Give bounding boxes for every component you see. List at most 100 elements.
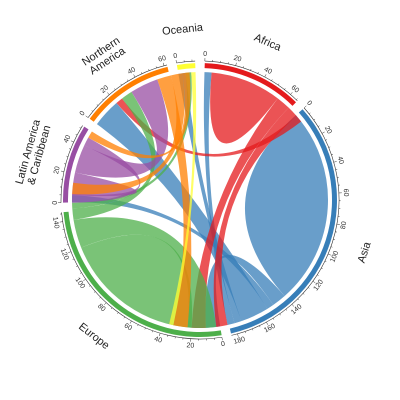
chord-asia-to-northern-america (96, 103, 268, 322)
tick-mark (321, 131, 325, 134)
tick-mark (123, 316, 125, 319)
tick-label: 20 (323, 125, 333, 135)
tick-label: 60 (158, 55, 167, 64)
tick-mark (69, 148, 71, 150)
tick-mark (317, 125, 320, 127)
tick-label: 100 (329, 250, 340, 264)
chord-ribbons (72, 72, 329, 328)
tick-label: 60 (342, 189, 349, 197)
tick-label: 20 (186, 342, 194, 350)
chord-africa-to-asia (213, 107, 297, 327)
axis-northern-america (87, 64, 168, 118)
label-northern-america: NorthernAmerica (80, 35, 129, 78)
tick-label: 80 (96, 303, 107, 313)
tick-label: 140 (290, 303, 303, 316)
tick-mark (336, 223, 340, 225)
tick-label: 60 (123, 322, 133, 332)
label-asia: Asia (356, 240, 374, 265)
tick-mark (117, 312, 119, 314)
sector-oceania (176, 63, 196, 70)
tick-mark (91, 110, 94, 112)
tick-mark (330, 246, 333, 248)
tick-mark (79, 272, 82, 274)
tick-label: 0 (173, 53, 178, 61)
tick-label: 0 (79, 110, 87, 117)
chord-latin-america-caribbean-to-northern-america (74, 79, 169, 178)
tick-label: 80 (340, 221, 348, 230)
tick-mark (68, 251, 72, 254)
chord-europe-to-europe (81, 234, 193, 328)
tick-mark (271, 79, 273, 81)
tick-mark (96, 104, 99, 106)
tick-mark (129, 320, 132, 324)
tick-mark (284, 88, 286, 90)
tick-mark (114, 88, 116, 90)
label-latin-america-caribbean: Latin America& Caribbean (14, 117, 55, 188)
tick-label: 180 (233, 336, 246, 346)
chord-europe-to-asia (73, 217, 217, 328)
tick-mark (148, 69, 150, 71)
tick-mark (70, 140, 74, 143)
tick-mark (237, 333, 239, 337)
tick-label: 60 (290, 84, 301, 94)
tick-mark (88, 285, 91, 287)
tick-mark (144, 327, 146, 330)
tick-mark (257, 71, 259, 74)
tick-mark (235, 62, 237, 66)
tick-label: 20 (233, 55, 242, 64)
tick-mark (296, 98, 298, 100)
tick-mark (328, 146, 331, 148)
tick-label: 120 (59, 248, 70, 262)
tick-label: 0 (50, 201, 57, 205)
chord-northern-america-to-europe (72, 73, 185, 195)
region-sectors: 0 20 40 60 0 20 40 60 80 100 120 140 160 180 0 20 40 60 80… (50, 51, 349, 350)
tick-label: 40 (127, 66, 137, 76)
tick-mark (175, 59, 177, 64)
tick-mark (93, 291, 96, 293)
chord-africa-to-africa (210, 72, 278, 144)
tick-mark (120, 83, 122, 86)
tick-mark (312, 280, 316, 284)
tick-label: 160 (263, 323, 277, 335)
tick-mark (321, 267, 323, 269)
sector-latin-america-caribbean (62, 126, 89, 203)
tick-mark (324, 260, 327, 263)
tick-mark (279, 313, 281, 316)
tick-label: 40 (336, 156, 345, 165)
tick-mark (264, 74, 267, 78)
chord-latin-america-caribbean-to-europe (72, 137, 141, 203)
tick-mark (302, 293, 305, 295)
label-europe: Europe (76, 321, 111, 352)
tick-mark (102, 98, 104, 101)
tick-mark (252, 328, 254, 331)
tick-mark (110, 307, 113, 310)
tick-mark (137, 324, 139, 327)
tick-mark (250, 68, 252, 71)
tick-mark (277, 83, 280, 86)
tick-label: 0 (305, 100, 313, 108)
tick-mark (79, 127, 82, 129)
tick-mark (297, 298, 299, 301)
tick-label: 100 (73, 277, 85, 291)
tick-mark (333, 161, 337, 163)
tick-label: 20 (100, 84, 111, 94)
axis-latin-america-caribbean (60, 125, 83, 203)
tick-mark (272, 318, 275, 320)
tick-mark (313, 118, 316, 121)
tick-mark (104, 302, 107, 306)
tick-mark (259, 325, 261, 328)
tick-mark (307, 287, 310, 289)
tick-label: 40 (153, 336, 163, 345)
tick-mark (291, 304, 295, 307)
tick-label: 40 (263, 66, 273, 76)
axis-africa (204, 60, 298, 102)
tick-mark (155, 66, 157, 69)
chord-asia-to-asia (244, 115, 329, 297)
tick-mark (151, 330, 153, 333)
axis-europe (61, 212, 222, 340)
tick-mark (317, 274, 319, 276)
label-africa: Africa (252, 32, 283, 54)
tick-mark (83, 278, 86, 282)
sector-asia (229, 109, 337, 334)
tick-mark (303, 105, 307, 109)
